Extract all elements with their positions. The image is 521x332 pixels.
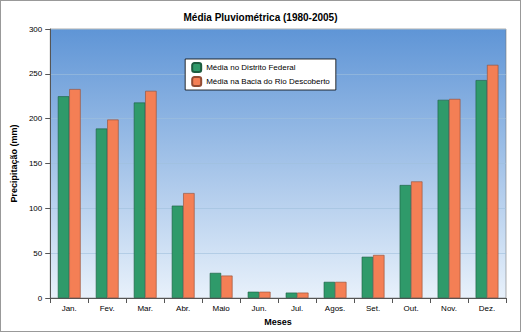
- svg-text:150: 150: [29, 159, 43, 168]
- svg-text:Jun.: Jun.: [252, 304, 267, 313]
- svg-text:Out.: Out.: [403, 304, 418, 313]
- svg-text:Meses: Meses: [264, 317, 292, 327]
- svg-text:Média no Distrito Federal: Média no Distrito Federal: [206, 63, 296, 72]
- svg-text:Nov.: Nov.: [441, 304, 457, 313]
- svg-text:Agos.: Agos.: [325, 304, 345, 313]
- svg-text:Fev.: Fev.: [100, 304, 115, 313]
- svg-text:300: 300: [29, 25, 43, 34]
- svg-text:Jul.: Jul.: [291, 304, 303, 313]
- svg-text:Média Pluviométrica (1980-2005: Média Pluviométrica (1980-2005): [184, 12, 338, 23]
- svg-text:200: 200: [29, 114, 43, 123]
- svg-text:Média na Bacia do Rio Descober: Média na Bacia do Rio Descoberto: [206, 77, 330, 86]
- svg-text:0: 0: [38, 294, 43, 303]
- svg-text:Precipitação (mm): Precipitação (mm): [9, 124, 19, 202]
- svg-text:250: 250: [29, 69, 43, 78]
- svg-text:Jan.: Jan.: [62, 304, 77, 313]
- svg-text:100: 100: [29, 204, 43, 213]
- svg-text:Mar.: Mar.: [137, 304, 153, 313]
- svg-text:50: 50: [33, 249, 42, 258]
- svg-text:Dez.: Dez.: [479, 304, 495, 313]
- svg-text:Maio: Maio: [212, 304, 230, 313]
- svg-text:Abr.: Abr.: [176, 304, 190, 313]
- svg-text:Set.: Set.: [366, 304, 380, 313]
